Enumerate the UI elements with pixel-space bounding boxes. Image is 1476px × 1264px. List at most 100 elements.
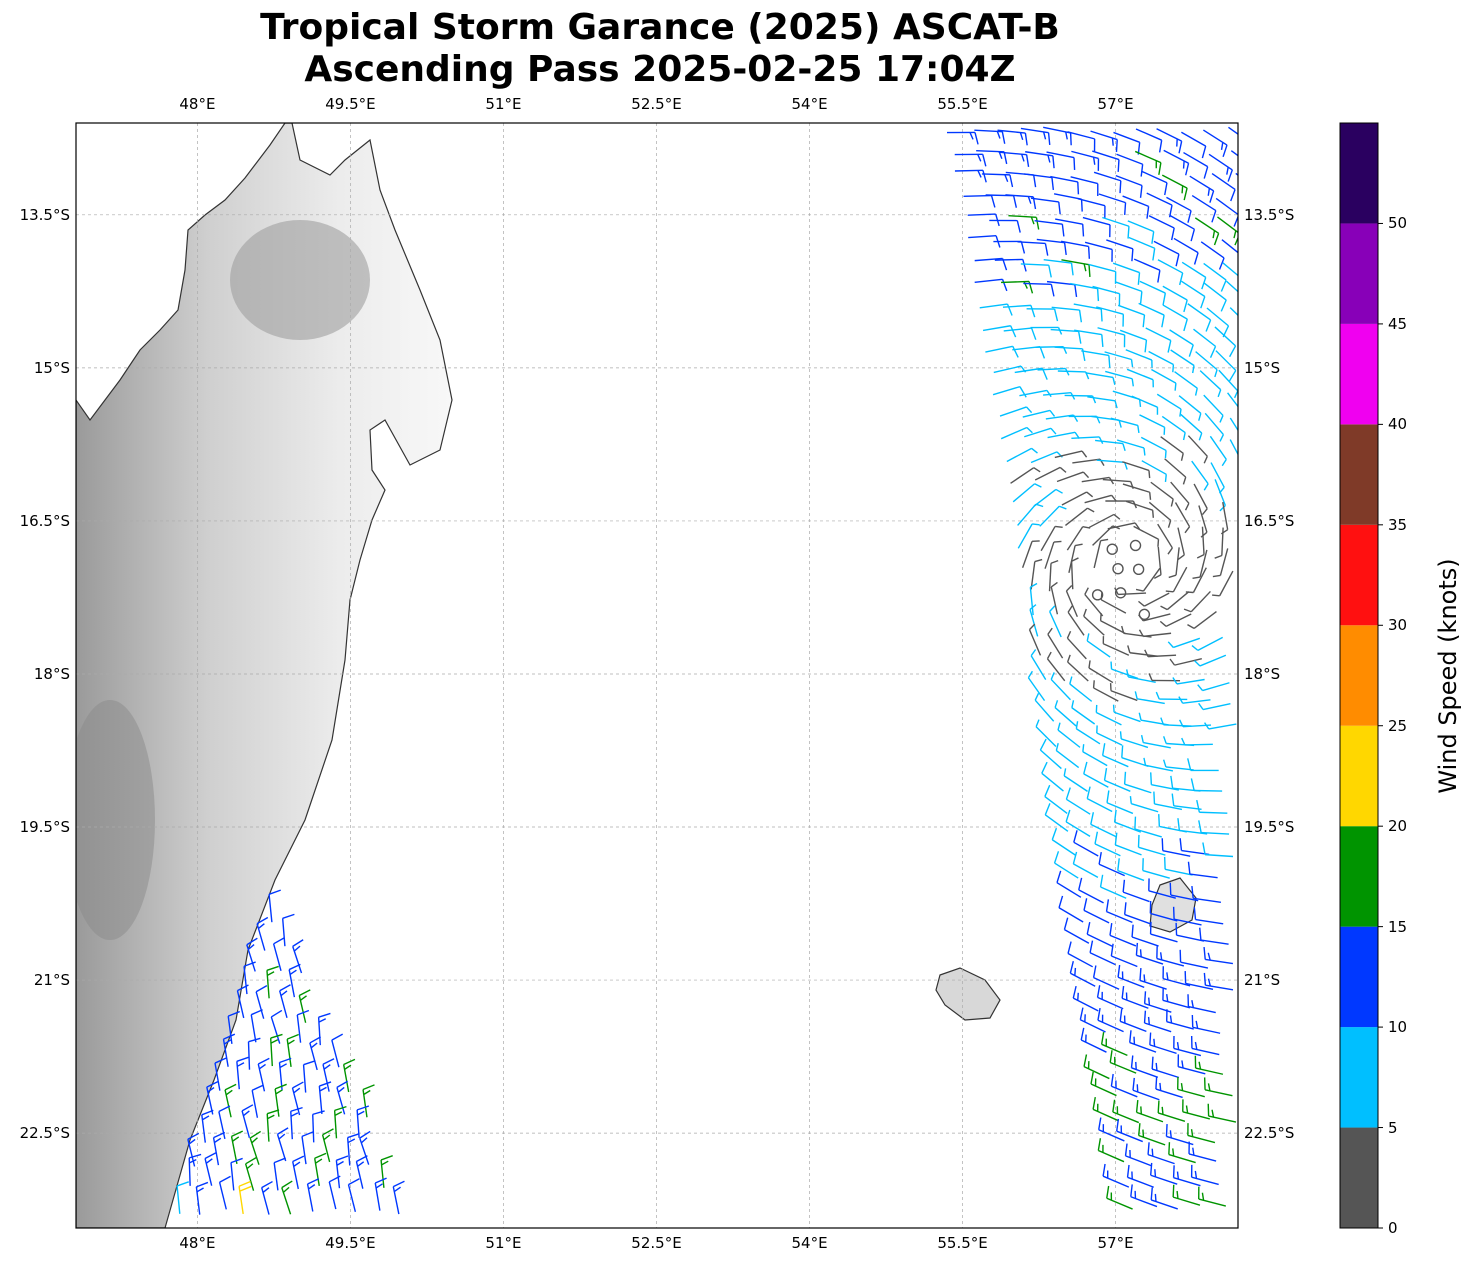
wind-barb <box>322 1058 335 1092</box>
lon-tick-top: 52.5°E <box>631 95 682 113</box>
wind-barb <box>1127 645 1158 657</box>
wind-barb <box>1100 1031 1128 1057</box>
wind-barb <box>214 1057 227 1091</box>
wind-barb <box>1088 660 1114 684</box>
wind-barb <box>188 1153 202 1186</box>
wind-barb <box>1053 193 1083 212</box>
wind-barb <box>1054 450 1088 459</box>
wind-barb <box>1198 702 1231 711</box>
wind-barb <box>1150 772 1179 791</box>
wind-barb <box>1066 630 1087 660</box>
wind-barb <box>1166 1009 1194 1030</box>
wind-barb <box>1117 858 1145 882</box>
wind-barb <box>1203 282 1227 312</box>
wind-barb <box>1061 491 1094 506</box>
wind-barb <box>1048 559 1059 592</box>
wind-barb <box>1092 680 1119 702</box>
wind-barb <box>1183 151 1209 179</box>
wind-barb <box>1155 1076 1183 1099</box>
wind-barb <box>1034 466 1067 481</box>
wind-barb <box>1135 567 1161 592</box>
wind-barb <box>1066 654 1089 682</box>
wind-barb <box>1148 215 1175 241</box>
wind-barb <box>1164 458 1187 485</box>
wind-barb <box>1195 351 1218 378</box>
colorbar-segment <box>1340 1027 1378 1128</box>
wind-barb <box>1148 878 1176 899</box>
wind-barb <box>292 1155 305 1190</box>
wind-barb <box>1044 803 1069 832</box>
wind-barb <box>1170 349 1195 374</box>
wind-barb <box>1178 696 1211 704</box>
wind-barb <box>1067 605 1085 636</box>
wind-barb <box>1071 436 1104 445</box>
wind-barb <box>1162 285 1188 313</box>
wind-barb <box>1040 525 1063 552</box>
wind-barb <box>1171 793 1202 810</box>
wind-barb <box>317 1012 331 1046</box>
wind-barb <box>272 937 285 971</box>
wind-barb <box>1175 922 1205 942</box>
wind-barb <box>1123 902 1152 925</box>
wind-barb <box>1017 523 1040 549</box>
wind-barb <box>1229 307 1238 317</box>
wind-barb <box>1230 150 1238 157</box>
wind-barb <box>1172 1184 1201 1206</box>
wind-barb <box>1158 814 1187 833</box>
wind-barb <box>1177 1076 1205 1098</box>
wind-barb <box>1168 547 1180 579</box>
wind-barb <box>1190 1036 1220 1056</box>
wind-barb <box>1086 633 1111 658</box>
wind-barb <box>1168 1142 1196 1164</box>
colorbar-tick: 35 <box>1388 515 1408 534</box>
wind-barb <box>1196 800 1228 814</box>
wind-barb <box>296 1009 310 1043</box>
lat-tick-right: 18°S <box>1244 664 1281 683</box>
wind-barb <box>1098 851 1125 877</box>
wind-barb <box>273 1157 286 1191</box>
wind-barb <box>342 1058 356 1093</box>
wind-barb <box>1096 725 1123 746</box>
wind-barb <box>1077 197 1106 219</box>
wind-barb <box>266 965 279 999</box>
wind-barb <box>1125 500 1155 518</box>
wind-barb <box>946 131 979 145</box>
wind-barb <box>985 194 1018 208</box>
wind-barb <box>1119 329 1148 353</box>
wind-barb <box>1069 282 1100 302</box>
wind-barb <box>1090 130 1118 152</box>
wind-barb <box>1109 683 1138 702</box>
wind-barb <box>1023 282 1055 297</box>
wind-barb <box>1165 566 1188 593</box>
wind-barb <box>1172 677 1205 685</box>
wind-barb <box>1085 372 1116 385</box>
wind-barb <box>1070 557 1079 590</box>
wind-barb <box>1114 832 1142 856</box>
wind-barb <box>1050 672 1071 701</box>
wind-barb <box>1169 329 1194 357</box>
wind-barb <box>1030 649 1047 681</box>
wind-barb <box>1160 436 1184 461</box>
wind-barb <box>1093 171 1122 194</box>
wind-barb <box>1019 389 1052 398</box>
wind-barb <box>1218 369 1238 399</box>
wind-barb <box>1187 611 1217 630</box>
wind-barb <box>1138 629 1172 638</box>
wind-barb <box>1109 923 1137 947</box>
wind-barb <box>1162 966 1191 987</box>
wind-barb <box>963 194 996 208</box>
wind-barb <box>1101 743 1129 768</box>
wind-barb <box>1026 308 1059 322</box>
wind-barb <box>1122 879 1150 903</box>
wind-barb <box>1198 820 1230 835</box>
wind-barb <box>1099 874 1127 899</box>
lon-tick-top: 48°E <box>179 95 216 113</box>
wind-barb <box>380 1155 393 1188</box>
wind-barb <box>1157 523 1173 555</box>
wind-barb <box>359 1130 371 1165</box>
wind-barb <box>279 984 291 1019</box>
wind-barb <box>1047 627 1064 659</box>
wind-barb <box>1090 812 1117 838</box>
wind-barb <box>1075 721 1101 745</box>
wind-barb <box>1050 328 1082 344</box>
